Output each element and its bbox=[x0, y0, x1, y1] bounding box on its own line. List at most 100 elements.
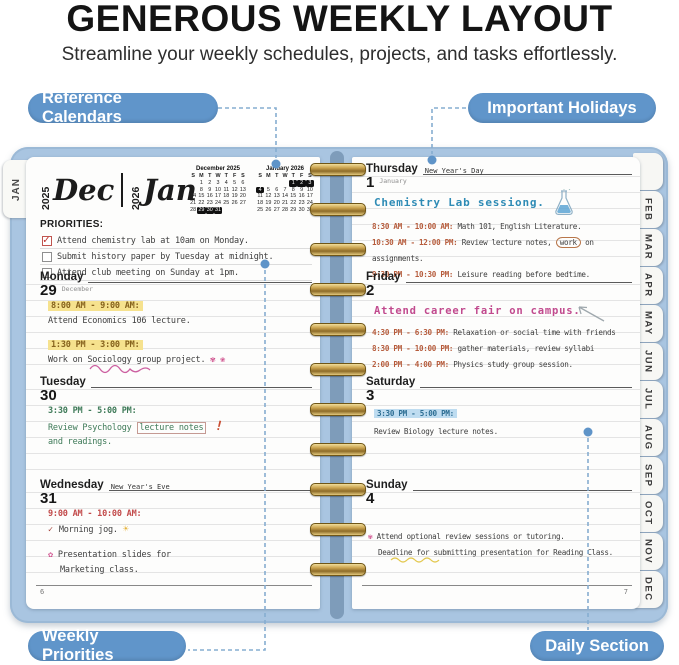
tab-label: JUN bbox=[642, 349, 654, 374]
tab-label: DEC bbox=[642, 577, 654, 602]
month-left: Dec bbox=[53, 173, 115, 207]
date-number: 2 bbox=[366, 282, 375, 299]
mini-calendar-december: December 2025 S M T W T F S 1 2 3 4 5 6 7 8 9 10 11 12 13 14 1… bbox=[190, 166, 246, 214]
sun-doodle-icon: ☀ bbox=[122, 524, 129, 535]
flower-doodle-icon: ✿ bbox=[48, 550, 53, 560]
spiral-coil bbox=[310, 443, 366, 456]
checkmark-icon: ✓ bbox=[48, 525, 53, 535]
holiday-label: New Year's Eve bbox=[110, 483, 170, 491]
flower-doodle-icon: ✾ ❀ bbox=[210, 355, 226, 365]
callout-important-holidays: Important Holidays bbox=[468, 93, 656, 123]
wavy-underline-icon bbox=[390, 557, 440, 563]
page-footer: 6 bbox=[36, 585, 312, 600]
spiral-coil bbox=[310, 243, 366, 256]
tab-jan-label: JAN bbox=[10, 177, 22, 201]
priority-text: Attend chemistry lab at 10am on Monday. bbox=[57, 235, 249, 246]
date-number: 3 bbox=[366, 387, 375, 404]
priority-text: Submit history paper by Tuesday at midni… bbox=[57, 251, 274, 262]
exclamation-doodle-icon: ! bbox=[213, 418, 225, 435]
page-number: 6 bbox=[40, 588, 45, 596]
holiday-label: New Year's Day bbox=[424, 167, 484, 175]
left-page: 2025 Dec 2026 Jan December 2025 S M T W T F S 1 2… bbox=[26, 157, 320, 609]
tab-label: MAR bbox=[642, 234, 654, 261]
right-page: Thursday New Year's Day 1 January Chemis… bbox=[352, 157, 640, 609]
month-right: Jan bbox=[143, 173, 197, 207]
mini-calendar-january: January 2026 S M T W T F S 1 2 3 4 5 6 7 8 9 10 11 12 13 14 15… bbox=[255, 166, 315, 213]
date-month: January bbox=[379, 177, 407, 185]
page-number: 7 bbox=[623, 588, 628, 596]
spiral-coil bbox=[310, 523, 366, 536]
date-number: 1 bbox=[366, 174, 375, 191]
event-text: Math 101, English Literature. bbox=[457, 222, 582, 231]
day-name: Tuesday bbox=[40, 376, 86, 388]
day-name: Monday bbox=[40, 271, 84, 283]
spiral-coil bbox=[310, 163, 366, 176]
event-text: on assignments. bbox=[372, 238, 594, 263]
page-subtitle: Streamline your weekly schedules, projec… bbox=[61, 44, 618, 65]
tab-label: OCT bbox=[642, 501, 654, 526]
day-tuesday: Tuesday 30 3:30 PM - 5:00 PM: Review Psy… bbox=[26, 374, 320, 476]
day-name: Thursday bbox=[366, 163, 418, 175]
event-text: and readings. bbox=[48, 437, 112, 447]
event-text: Physics study group session. bbox=[453, 360, 573, 369]
event-text: Relaxation or social time with friends bbox=[453, 328, 616, 337]
event-time: 8:30 AM - 10:00 AM: bbox=[372, 222, 454, 231]
day-rule bbox=[90, 375, 312, 388]
reference-calendars: December 2025 S M T W T F S 1 2 3 4 5 6 7 8 9 10 11 12 13 14 1… bbox=[189, 166, 315, 214]
event-text: Work on Sociology group project. bbox=[48, 355, 206, 365]
event-text: Morning jog. bbox=[58, 525, 118, 535]
event-text: Review Biology lecture notes. bbox=[374, 427, 498, 436]
event-time: 8:30 PM - 10:00 PM: bbox=[372, 344, 454, 353]
callout-reference-calendars: Reference Calendars bbox=[28, 89, 218, 126]
squiggle-underline-icon bbox=[89, 364, 151, 374]
day-rule bbox=[88, 270, 312, 283]
day-rule bbox=[405, 270, 632, 283]
event-headline: Chemistry Lab sessiong. bbox=[374, 196, 545, 209]
event-time: 2:00 PM - 4:00 PM: bbox=[372, 360, 449, 369]
week-header: 2025 Dec 2026 Jan bbox=[40, 167, 198, 213]
event-headline: Attend career fair on campus. bbox=[374, 305, 581, 317]
day-name: Sunday bbox=[366, 479, 408, 491]
priority-item: Attend chemistry lab at 10am on Monday. bbox=[40, 233, 312, 249]
day-rule: New Year's Eve bbox=[108, 478, 312, 491]
page-footer: 7 bbox=[362, 585, 632, 600]
event-time: 4:30 PM - 6:30 PM: bbox=[372, 328, 449, 337]
event-time: 9:00 AM - 10:00 AM: bbox=[48, 509, 142, 519]
tab-label: AUG bbox=[642, 424, 654, 451]
day-name: Saturday bbox=[366, 376, 416, 388]
day-rule bbox=[420, 375, 632, 388]
tab-label: JUL bbox=[642, 388, 654, 411]
day-saturday: Saturday 3 3:30 PM - 5:00 PM: Review Bio… bbox=[352, 374, 640, 476]
event-time: 3:30 PM - 5:00 PM: bbox=[48, 406, 137, 416]
event-text: Presentation slides for bbox=[57, 550, 171, 560]
day-friday: Friday 2 Attend career fair on campus. 4… bbox=[352, 269, 640, 373]
event-text: Attend Economics 106 lecture. bbox=[48, 316, 191, 326]
date-number: 4 bbox=[366, 490, 375, 507]
event-text: Marketing class. bbox=[60, 565, 139, 575]
year-left: 2025 bbox=[40, 186, 52, 210]
callout-daily-section: Daily Section bbox=[530, 631, 664, 661]
tab-label: MAY bbox=[642, 311, 654, 336]
tab-jan[interactable]: JAN bbox=[3, 160, 30, 218]
event-text: gather materials, review syllabi bbox=[457, 344, 595, 353]
event-text: Review Psychology bbox=[48, 423, 132, 433]
spiral-coil bbox=[310, 323, 366, 336]
event-text: Review lecture notes, bbox=[461, 238, 552, 247]
arrow-doodle-icon bbox=[578, 306, 605, 322]
day-name: Friday bbox=[366, 271, 401, 283]
date-number: 30 bbox=[40, 387, 57, 404]
priority-item: Submit history paper by Tuesday at midni… bbox=[40, 249, 312, 265]
spiral-coil bbox=[310, 403, 366, 416]
tab-label: NOV bbox=[642, 538, 654, 565]
flask-doodle-icon bbox=[555, 189, 573, 216]
event-time: 8:00 AM - 9:00 AM: bbox=[48, 301, 143, 311]
checkbox[interactable] bbox=[42, 251, 52, 262]
tab-label: APR bbox=[642, 273, 654, 298]
divider bbox=[121, 173, 124, 207]
day-rule: New Year's Day bbox=[422, 162, 632, 175]
spiral-coil bbox=[310, 203, 366, 216]
checkbox-checked[interactable] bbox=[42, 233, 52, 246]
priorities-label: PRIORITIES: bbox=[40, 219, 104, 230]
tab-label: FEB bbox=[642, 197, 654, 222]
day-wednesday: Wednesday New Year's Eve 31 9:00 AM - 10… bbox=[26, 477, 320, 583]
